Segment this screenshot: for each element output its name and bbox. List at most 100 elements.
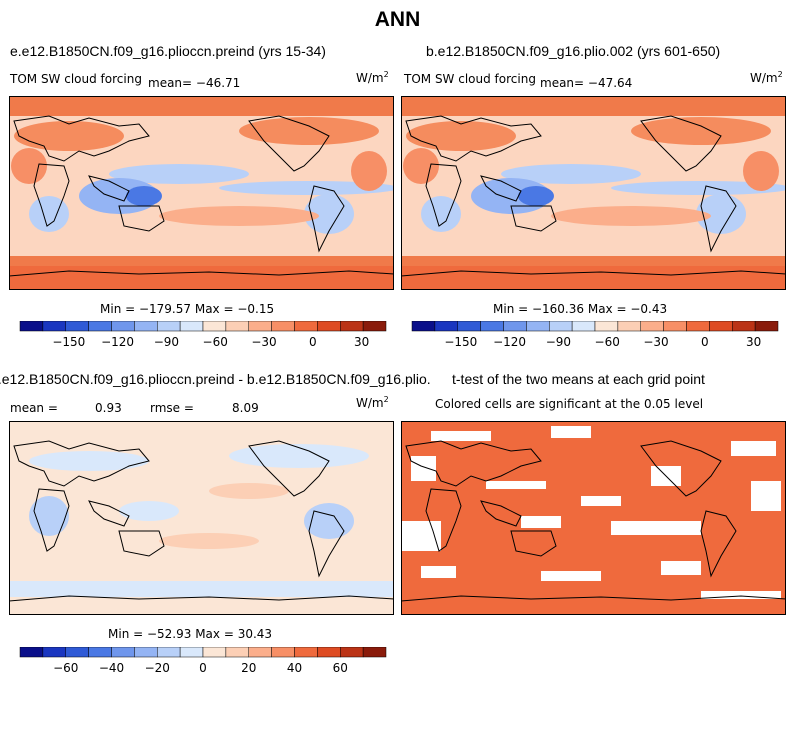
colorbar-cell [340, 321, 364, 332]
colorbar-tick-label: 40 [287, 661, 302, 675]
colorbar-tick-label: 0 [199, 661, 207, 675]
colorbar-cell [42, 321, 66, 332]
panel3-colorbar: −60 −40 −20 0 20 40 60 [19, 647, 387, 675]
colorbar-cell [202, 647, 227, 658]
colorbar-cell [65, 647, 89, 658]
colorbar-cell [754, 321, 779, 332]
colorbar-cell [271, 647, 295, 658]
colorbar-cell [594, 321, 619, 332]
colorbar-cell [134, 647, 158, 658]
colorbar-cell [179, 321, 204, 332]
colorbar-cell [503, 321, 527, 332]
colorbar-cell [549, 321, 573, 332]
colorbar-cell [42, 647, 66, 658]
colorbar-tick-label: −90 [154, 335, 179, 349]
panel1-map [9, 96, 394, 290]
figure-title: ANN [374, 8, 421, 31]
colorbar-tick-label: −20 [145, 661, 170, 675]
colorbar-cell [340, 647, 364, 658]
colorbar-cell [480, 321, 504, 332]
panel2-title: b.e12.B1850CN.f09_g16.plio.002 (yrs 601-… [426, 43, 721, 59]
panel1-minmax: Min = −179.57 Max = −0.15 [100, 302, 275, 316]
colorbar-tick-label: 60 [333, 661, 348, 675]
panel3-mean-value: 0.93 [95, 401, 122, 415]
colorbar-cell [19, 321, 44, 332]
panel2-map [401, 96, 786, 290]
panel3-title: e.e12.B1850CN.f09_g16.plioccn.preind - b… [0, 371, 430, 387]
colorbar-cell [294, 647, 318, 658]
colorbar-cell [65, 321, 89, 332]
colorbar-cell [111, 321, 135, 332]
panel4-coastlines [401, 440, 786, 602]
colorbar-cell [202, 321, 227, 332]
colorbar-cell [434, 321, 458, 332]
panel1-title: e.e12.B1850CN.f09_g16.plioccn.preind (yr… [10, 43, 326, 59]
colorbar-cell [271, 321, 295, 332]
colorbar-cell [19, 647, 44, 658]
panel1-units: W/m2 [356, 70, 389, 85]
panel2-variable: TOM SW cloud forcing [404, 72, 536, 86]
colorbar-cell [294, 321, 318, 332]
panel3-mean-label: mean = [10, 401, 58, 415]
panel3-rmse-value: 8.09 [232, 401, 259, 415]
colorbar-cell [411, 321, 436, 332]
panel2-mean: mean= −47.64 [540, 76, 633, 90]
colorbar-tick-label: −30 [251, 335, 276, 349]
panel3-map [9, 421, 394, 615]
colorbar-cell [317, 647, 341, 658]
panel4-map [401, 421, 786, 615]
colorbar-cell [663, 321, 687, 332]
colorbar-cell [709, 321, 733, 332]
colorbar-tick-label: 30 [354, 335, 369, 349]
panel2-coastlines [401, 115, 786, 277]
colorbar-cell [157, 321, 181, 332]
panel3-rmse-label: rmse = [150, 401, 194, 415]
colorbar-tick-label: 0 [309, 335, 317, 349]
colorbar-cell [457, 321, 481, 332]
colorbar-tick-label: −40 [99, 661, 124, 675]
significant-area [401, 421, 786, 615]
colorbar-cell [225, 647, 249, 658]
colorbar-cell [526, 321, 550, 332]
colorbar-cell [134, 321, 158, 332]
panel1-coastlines [9, 115, 394, 277]
colorbar-cell [248, 321, 272, 332]
colorbar-tick-label: −30 [643, 335, 668, 349]
panel3-coastlines [9, 440, 394, 602]
colorbar-tick-label: −60 [53, 661, 78, 675]
panel2-units: W/m2 [750, 70, 783, 85]
colorbar-cell [362, 321, 387, 332]
colorbar-tick-label: −120 [493, 335, 526, 349]
colorbar-cell [88, 647, 112, 658]
colorbar-cell [571, 321, 596, 332]
panel1-colorbar: −150 −120 −90 −60 −30 0 30 [19, 321, 387, 349]
panel3-units: W/m2 [356, 395, 389, 410]
colorbar-tick-label: 20 [241, 661, 256, 675]
colorbar-cell [179, 647, 204, 658]
panel1-variable: TOM SW cloud forcing [10, 72, 142, 86]
panel1-mean: mean= −46.71 [148, 76, 241, 90]
colorbar-cell [88, 321, 112, 332]
colorbar-cell [157, 647, 181, 658]
panel4-subtitle: Colored cells are significant at the 0.0… [435, 397, 704, 411]
colorbar-cell [686, 321, 710, 332]
colorbar-tick-label: −120 [101, 335, 134, 349]
colorbar-cell [640, 321, 664, 332]
colorbar-cell [248, 647, 272, 658]
colorbar-tick-label: −150 [52, 335, 85, 349]
panel3-title-clip: e.e12.B1850CN.f09_g16.plioccn.preind - b… [0, 370, 430, 390]
colorbar-tick-label: 0 [701, 335, 709, 349]
colorbar-tick-label: −60 [595, 335, 620, 349]
panel2-colorbar: −150 −120 −90 −60 −30 0 30 [411, 321, 779, 349]
colorbar-tick-label: 30 [746, 335, 761, 349]
panel3-minmax: Min = −52.93 Max = 30.43 [108, 627, 273, 641]
colorbar-cell [225, 321, 249, 332]
colorbar-cell [362, 647, 387, 658]
panel2-minmax: Min = −160.36 Max = −0.43 [493, 302, 668, 316]
not-significant-cells [401, 426, 781, 599]
panel4-title: t-test of the two means at each grid poi… [452, 371, 705, 387]
colorbar-cell [732, 321, 756, 332]
colorbar-tick-label: −60 [203, 335, 228, 349]
colorbar-cell [617, 321, 641, 332]
colorbar-tick-label: −90 [546, 335, 571, 349]
